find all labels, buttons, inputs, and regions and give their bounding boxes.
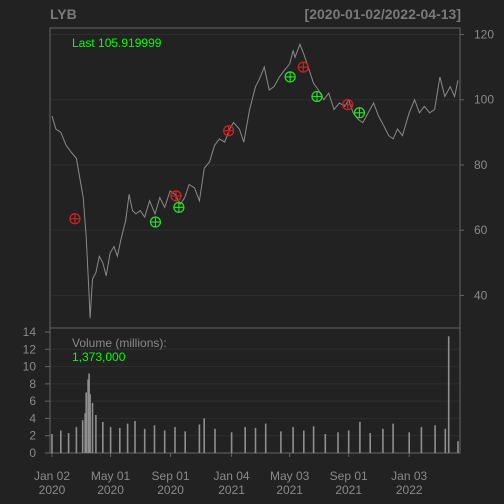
volume-tick-label: 12 [23,342,37,356]
volume-bar [292,427,294,453]
date-tick-year: 2020 [39,483,66,497]
date-tick-year: 2022 [396,483,423,497]
date-tick-label: Sep 01 [152,469,190,483]
volume-tick-label: 10 [23,360,37,374]
volume-bar [87,379,89,453]
volume-bar [303,430,305,453]
volume-tick-label: 6 [29,394,36,408]
date-tick-year: 2020 [97,483,124,497]
date-tick-label: Jan 04 [214,469,250,483]
volume-bar [81,420,84,453]
volume-bar [264,423,267,453]
volume-tick-label: 2 [29,429,36,443]
volume-bar [444,428,447,453]
volume-bar [102,421,104,453]
price-tick-label: 60 [474,223,488,237]
volume-bar [163,430,166,453]
volume-bar [408,432,410,453]
price-grid [51,34,459,296]
price-tick-label: 100 [474,93,494,107]
volume-bar [392,423,394,453]
date-tick-label: May 01 [91,469,131,483]
volume-bar [134,421,136,453]
volume-bar [369,433,371,453]
volume-bar [109,427,112,453]
volume-bar [230,432,233,453]
date-tick-year: 2021 [335,483,362,497]
volume-bar [88,373,90,453]
volume-bar [184,431,186,453]
volume-bar [214,428,216,453]
volume-bar [85,392,87,453]
volume-bar [244,427,246,453]
price-line [51,42,459,319]
volume-tick-label: 0 [29,446,36,460]
volume-bar [84,413,86,453]
volume-bar [203,418,205,453]
price-tick-label: 80 [474,158,488,172]
volume-bar [382,428,384,453]
trade-markers [69,61,366,228]
volume-bar [95,415,97,453]
volume-bar [337,432,339,453]
volume-bar [91,402,94,453]
date-tick-label: Jan 03 [391,469,427,483]
price-tick-label: 120 [474,28,494,42]
volume-tick-label: 14 [23,325,37,339]
chart-ticker: LYB [50,6,77,22]
volume-bar [324,434,327,453]
volume-y-axis: 0 2 4 6 8 10 12 14 [23,325,50,460]
volume-bar [359,421,361,453]
date-tick-label: Sep 01 [330,469,368,483]
volume-bar [119,427,121,453]
date-tick-year: 2021 [276,483,303,497]
last-volume-value: 1,373,000 [72,350,126,364]
volume-bar [143,428,146,453]
last-price-label: Last 105.919999 [72,36,162,50]
volume-bar [254,427,257,453]
price-tick-label: 40 [474,288,488,302]
volume-label: Volume (millions): [72,336,167,350]
volume-bar [75,427,78,453]
volume-bar [312,426,315,453]
date-tick-year: 2020 [157,483,184,497]
volume-bar [420,427,423,453]
volume-bar [347,430,350,453]
volume-tick-label: 8 [29,377,36,391]
volume-bar [51,434,53,453]
volume-bar [434,425,436,453]
volume-bar [67,433,70,453]
volume-bar [126,423,129,453]
volume-tick-label: 4 [29,411,36,425]
price-y-axis: 40 60 80 100 120 [460,28,494,302]
volume-bar [89,394,91,453]
chart-date-range: [2020-01-02/2022-04-13] [305,6,461,22]
volume-bar [174,427,176,453]
volume-bar [447,336,450,453]
date-tick-year: 2021 [218,483,245,497]
volume-bar [457,441,459,453]
volume-bar [280,431,282,453]
volume-bar [60,430,62,453]
volume-bar [153,425,156,453]
date-tick-label: Jan 02 [34,469,70,483]
volume-bar [198,424,201,453]
date-tick-label: May 03 [270,469,310,483]
volume-bars [51,336,459,453]
